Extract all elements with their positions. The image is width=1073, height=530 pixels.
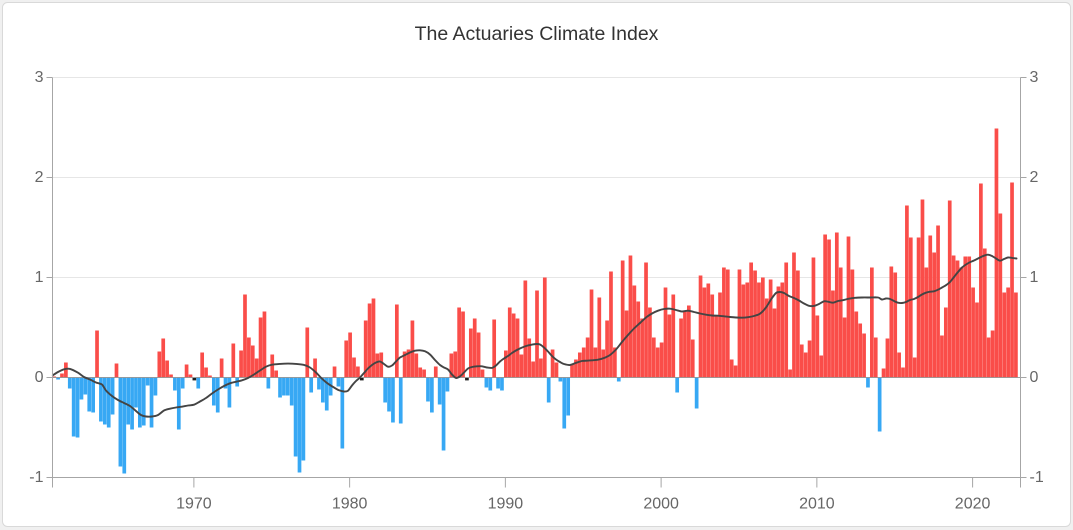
svg-text:2000: 2000 xyxy=(643,496,679,513)
svg-text:1990: 1990 xyxy=(488,496,524,513)
svg-text:0: 0 xyxy=(35,369,44,386)
svg-text:3: 3 xyxy=(35,69,44,86)
svg-text:1980: 1980 xyxy=(332,496,368,513)
svg-text:1970: 1970 xyxy=(176,496,212,513)
svg-text:2010: 2010 xyxy=(799,496,835,513)
svg-text:2020: 2020 xyxy=(955,496,991,513)
svg-text:3: 3 xyxy=(1030,69,1039,86)
svg-text:-1: -1 xyxy=(1030,469,1044,486)
svg-text:2: 2 xyxy=(1030,169,1039,186)
svg-text:2: 2 xyxy=(35,169,44,186)
svg-text:1: 1 xyxy=(1030,269,1039,286)
svg-text:The Actuaries Climate Index: The Actuaries Climate Index xyxy=(415,23,659,45)
svg-text:1: 1 xyxy=(35,269,44,286)
svg-text:-1: -1 xyxy=(29,469,43,486)
svg-text:0: 0 xyxy=(1030,369,1039,386)
